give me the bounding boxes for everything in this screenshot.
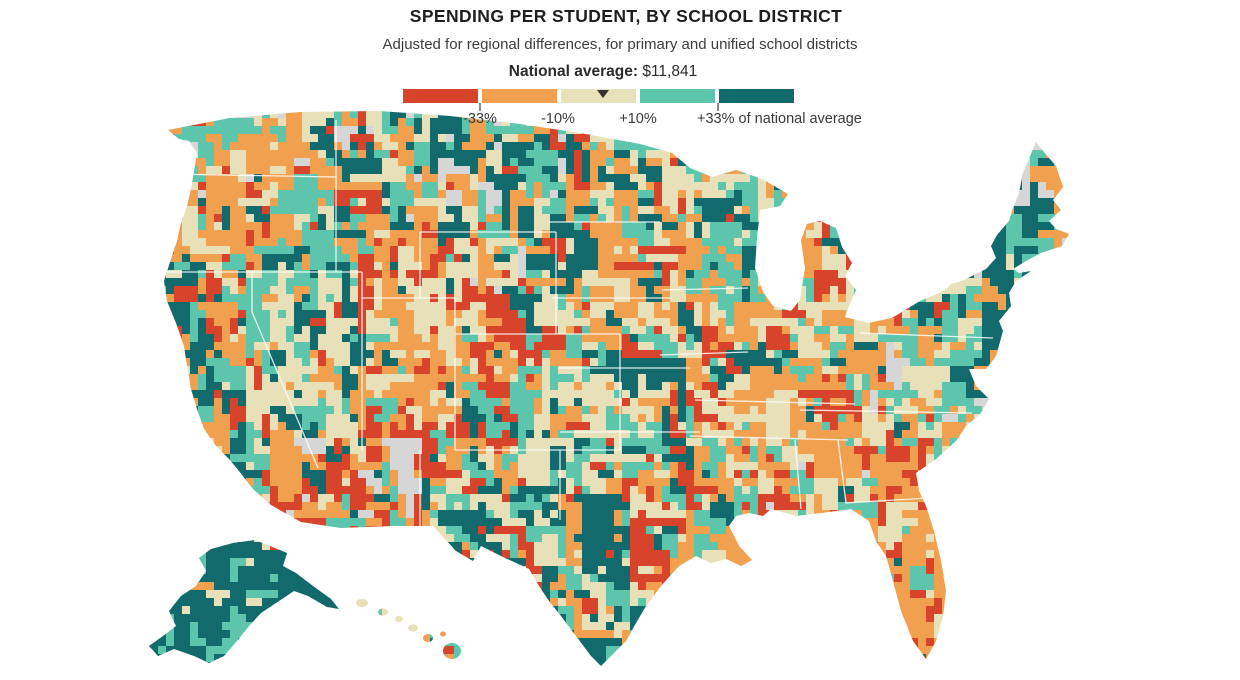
legend-swatch-below-33	[403, 89, 478, 103]
legend-swatch-below-10	[482, 89, 557, 103]
legend-swatch-above-33	[719, 89, 794, 103]
legend-tick-minus33	[479, 103, 481, 111]
legend-label-minus33: -33%	[463, 111, 497, 127]
legend-label-plus33: +33% of national average	[697, 111, 862, 127]
legend-label-minus10: -10%	[541, 111, 575, 127]
national-average-label: National average:	[508, 63, 639, 80]
subtitle: Adjusted for regional differences, for p…	[382, 36, 858, 53]
state-border-lines	[163, 120, 994, 527]
district-color-mosaic	[149, 111, 1069, 666]
national-average-value: $11,841	[642, 63, 698, 80]
legend-label-plus10: +10%	[619, 111, 657, 127]
national-average-line: National average: $11,841	[509, 63, 697, 81]
page-title: SPENDING PER STUDENT, BY SCHOOL DISTRICT	[409, 6, 843, 26]
legend-swatch-above-10	[640, 89, 715, 103]
down-triangle-marker-icon	[597, 90, 609, 98]
legend-tick-plus33	[717, 103, 719, 111]
